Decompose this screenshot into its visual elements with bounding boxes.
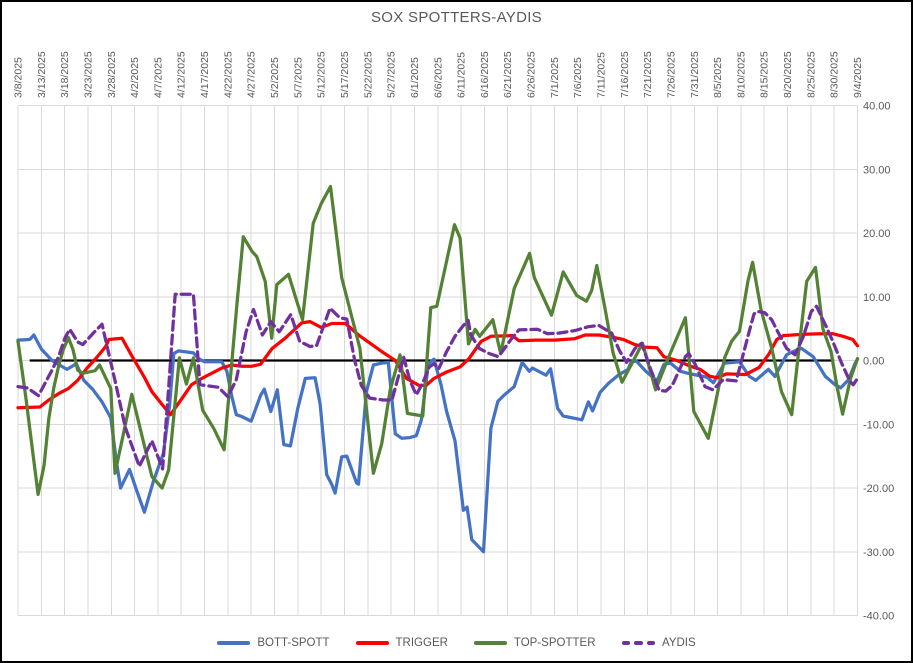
x-tick-label: 7/6/2025 <box>572 57 584 98</box>
legend-item-bott-spott[interactable]: BOTT-SPOTT <box>217 637 330 649</box>
x-tick-label: 3/23/2025 <box>82 51 94 98</box>
series-lines <box>16 184 860 554</box>
x-tick-label: 8/15/2025 <box>759 51 771 98</box>
y-tick-label: -40.00 <box>863 611 894 623</box>
series-line-trigger[interactable] <box>16 319 860 417</box>
x-tick-label: 3/18/2025 <box>59 51 71 98</box>
legend-line-sample-trigger <box>355 641 389 645</box>
series-line-aydis[interactable] <box>16 292 860 471</box>
legend-item-trigger[interactable]: TRIGGER <box>355 637 448 649</box>
x-tick-label: 4/27/2025 <box>246 51 258 98</box>
x-tick-label: 5/2/2025 <box>269 57 281 98</box>
x-tick-label: 7/31/2025 <box>689 51 701 98</box>
x-tick-label: 7/21/2025 <box>642 51 654 98</box>
x-tick-label: 3/8/2025 <box>13 57 25 98</box>
x-tick-label: 6/1/2025 <box>409 57 421 98</box>
legend-line-sample-aydis <box>621 641 655 645</box>
x-tick-label: 4/17/2025 <box>199 51 211 98</box>
x-tick-label: 4/12/2025 <box>176 51 188 98</box>
x-tick-label: 7/11/2025 <box>595 52 607 98</box>
y-tick-label: -30.00 <box>863 547 894 559</box>
x-tick-label: 4/2/2025 <box>129 57 141 98</box>
x-tick-label: 6/21/2025 <box>502 51 514 98</box>
x-tick-label: 4/7/2025 <box>152 57 164 98</box>
x-tick-label: 8/25/2025 <box>805 51 817 98</box>
y-tick-label: 0.00 <box>863 356 884 368</box>
x-tick-label: 4/22/2025 <box>222 51 234 98</box>
x-tick-label: 5/7/2025 <box>292 57 304 98</box>
legend-label-trigger: TRIGGER <box>395 637 448 649</box>
x-tick-label: 3/13/2025 <box>36 51 48 98</box>
x-tick-label: 7/16/2025 <box>619 51 631 98</box>
x-tick-label: 9/4/2025 <box>852 57 864 98</box>
x-tick-label: 6/11/2025 <box>456 52 468 98</box>
x-tick-label: 3/28/2025 <box>106 51 118 98</box>
legend-item-aydis[interactable]: AYDIS <box>621 637 696 649</box>
x-tick-label: 6/6/2025 <box>432 57 444 98</box>
legend-line-sample-bott-spott <box>217 641 251 645</box>
x-tick-label: 5/12/2025 <box>316 51 328 98</box>
y-tick-label: 40.00 <box>863 101 891 113</box>
x-tick-label: 6/16/2025 <box>479 51 491 98</box>
x-tick-label: 8/10/2025 <box>735 51 747 98</box>
y-tick-label: 10.00 <box>863 292 891 304</box>
x-tick-label: 5/22/2025 <box>362 51 374 98</box>
x-tick-label: 8/5/2025 <box>712 57 724 98</box>
y-axis-labels: 40.00 30.00 20.00 10.00 0.00 -10.00 -20.00 -30.… <box>863 101 894 623</box>
x-axis-labels: 3/8/2025 3/13/2025 3/18/2025 3/23/2025 3/28/… <box>13 51 865 98</box>
y-tick-label: 30.00 <box>863 164 891 176</box>
x-tick-label: 6/26/2025 <box>526 51 538 98</box>
x-tick-label: 7/1/2025 <box>549 57 561 98</box>
x-tick-label: 8/30/2025 <box>829 51 841 98</box>
x-tick-label: 5/17/2025 <box>339 51 351 98</box>
chart-title: SOX SPOTTERS-AYDIS <box>371 9 542 26</box>
legend-label-aydis: AYDIS <box>662 637 696 649</box>
y-tick-label: -20.00 <box>863 483 894 495</box>
y-tick-label: -10.00 <box>863 419 894 431</box>
x-tick-label: 7/26/2025 <box>665 51 677 98</box>
legend-label-top-spotter: TOP-SPOTTER <box>513 637 596 649</box>
x-tick-label: 8/20/2025 <box>782 51 794 98</box>
legend-item-top-spotter[interactable]: TOP-SPOTTER <box>473 637 596 649</box>
x-tick-label: 5/27/2025 <box>386 51 398 98</box>
series-line-top-spotter[interactable] <box>16 184 860 497</box>
legend-label-bott-spott: BOTT-SPOTT <box>257 637 330 649</box>
legend-line-sample-top-spotter <box>473 641 507 645</box>
y-tick-label: 20.00 <box>863 228 891 240</box>
chart-legend: BOTT-SPOTT TRIGGER TOP-SPOTTER AYDIS <box>2 632 911 654</box>
